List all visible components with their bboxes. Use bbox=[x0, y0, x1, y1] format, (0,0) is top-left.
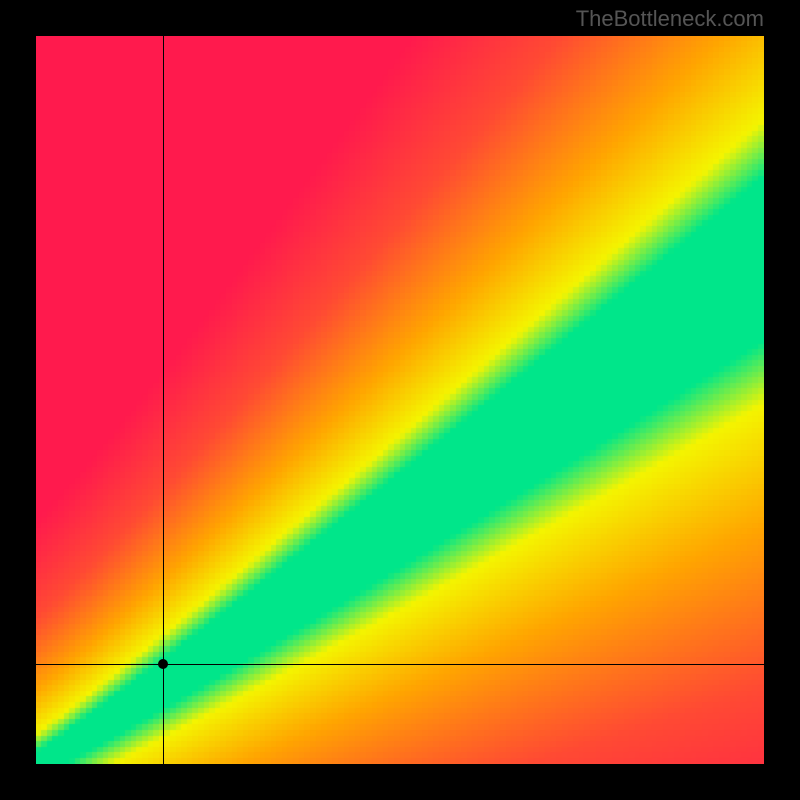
plot-area bbox=[36, 36, 764, 764]
watermark-text: TheBottleneck.com bbox=[576, 6, 764, 32]
heatmap-canvas bbox=[36, 36, 764, 764]
